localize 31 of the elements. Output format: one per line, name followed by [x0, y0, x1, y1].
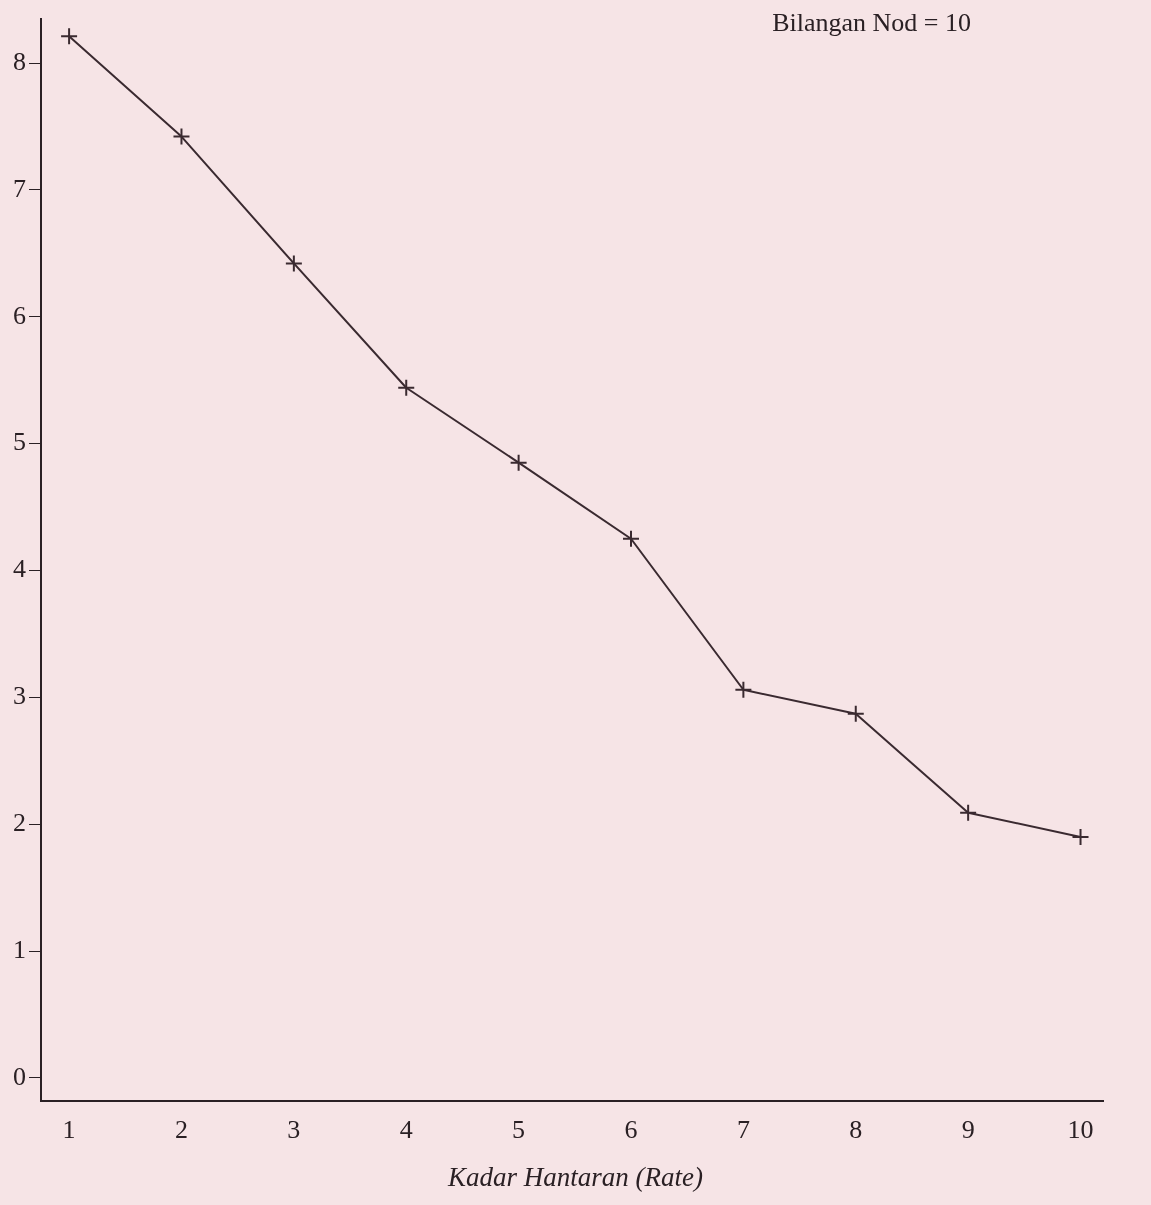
x-tick-label: 1 [62, 1115, 76, 1145]
x-tick-label: 3 [287, 1115, 301, 1145]
point [284, 254, 303, 273]
point [397, 378, 416, 397]
y-tick-label: 7 [13, 173, 26, 203]
y-tick-label: 0 [13, 1061, 26, 1091]
x-tick-label: 9 [961, 1115, 975, 1145]
x-tick-label: 5 [512, 1115, 526, 1145]
y-tick-label: 4 [13, 554, 26, 584]
point [509, 453, 528, 472]
y-tick-label: 2 [13, 808, 26, 838]
point [60, 27, 79, 46]
point [172, 127, 191, 146]
point [734, 680, 753, 699]
point [622, 529, 640, 548]
y-tick-label: 5 [13, 427, 26, 457]
point [846, 704, 865, 723]
point [959, 803, 978, 822]
y-tick-label: 6 [13, 300, 26, 330]
y-tick-label: 3 [13, 681, 26, 711]
x-tick-label: 4 [399, 1115, 413, 1145]
annotation: Bilangan Nod = 10 [772, 8, 971, 38]
x-tick-label: 10 [1067, 1115, 1094, 1145]
x-tick-label: 6 [624, 1115, 638, 1145]
x-tick-label: 2 [174, 1115, 188, 1145]
x-axis-title: Kadar Hantaran (Rate) [446, 1162, 704, 1193]
x-tick-label: 7 [736, 1115, 750, 1145]
x-tick-label: 8 [849, 1115, 863, 1145]
point [1071, 827, 1090, 846]
y-tick-label: 1 [13, 934, 26, 964]
y-tick-label: 8 [13, 46, 26, 76]
